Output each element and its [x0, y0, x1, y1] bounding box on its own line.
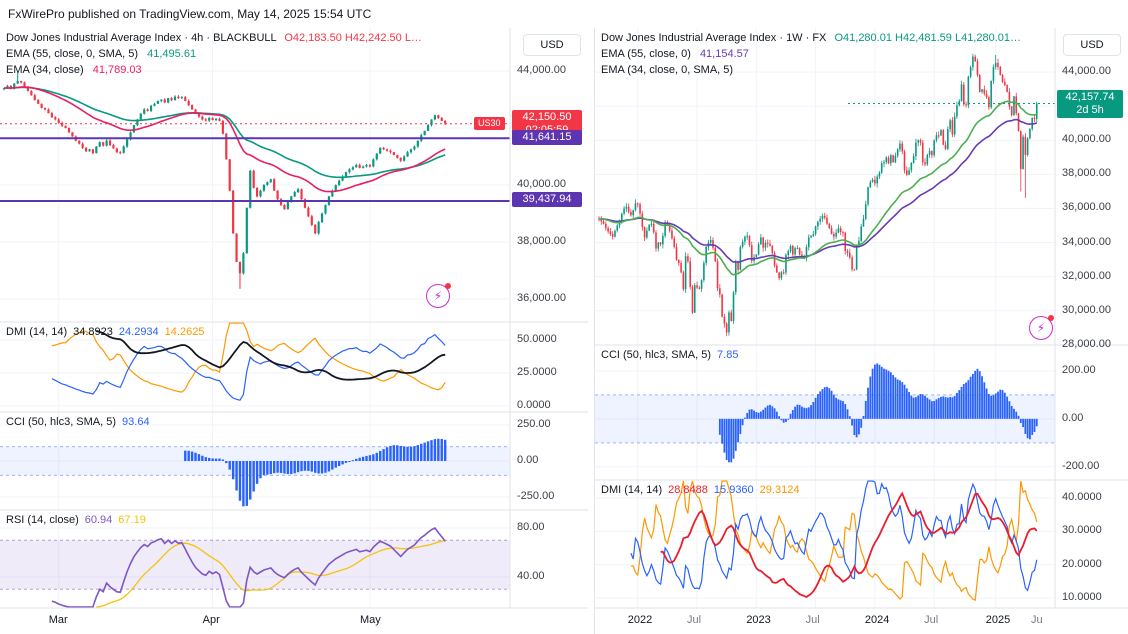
instrument-price-tag: US30 — [474, 116, 505, 130]
axis-tick-label: 0.0000 — [517, 398, 551, 411]
axis-tick-label: 40.00 — [517, 570, 545, 582]
cci-indicator-legend[interactable]: CCI (50, hlc3, SMA, 5) 93.64 — [6, 416, 156, 428]
currency-button[interactable]: USD — [523, 34, 581, 56]
axis-tick-label: 40,000.00 — [1062, 133, 1111, 146]
left-legend-ema55[interactable]: EMA (55, close, 0, SMA, 5) 41,495.61 — [6, 48, 422, 60]
time-axis-label: 2024 — [864, 614, 890, 626]
price-badge: 39,437.94 — [512, 192, 582, 208]
time-axis-label: Apr — [202, 614, 220, 626]
rsi-indicator-value: 67.19 — [118, 514, 146, 526]
rsi-indicator-value: 60.94 — [84, 514, 113, 526]
axis-tick-label: 20.0000 — [1062, 557, 1102, 570]
axis-tick-label: 44,000.00 — [1062, 65, 1111, 78]
left-chart-pane[interactable]: Dow Jones Industrial Average Index · 4h … — [0, 28, 588, 634]
left-chart-legend: Dow Jones Industrial Average Index · 4h … — [6, 32, 422, 80]
time-axis-label: Jul — [687, 614, 702, 626]
dmi-indicator-value: 15.9360 — [713, 484, 754, 496]
axis-tick-label: 36,000.00 — [1062, 201, 1111, 214]
left-ema55-value: 41,495.61 — [147, 48, 197, 60]
time-axis-label: 2025 — [985, 614, 1011, 626]
left-chart-title[interactable]: Dow Jones Industrial Average Index · 4h … — [6, 32, 277, 44]
axis-tick-label: 40.0000 — [1062, 491, 1102, 503]
axis-tick-label: 30.0000 — [1062, 524, 1102, 537]
axis-tick-label: 30,000.00 — [1062, 303, 1111, 316]
dmi-indicator-title: DMI (14, 14) — [601, 484, 663, 496]
dmi-indicator-title: DMI (14, 14) — [6, 326, 68, 338]
time-axis-label: 2022 — [627, 614, 653, 626]
axis-tick-label: 25.0000 — [517, 365, 557, 378]
axis-tick-label: 80.00 — [517, 521, 545, 533]
axis-tick-label: 50.0000 — [517, 332, 557, 345]
notification-dot — [445, 283, 451, 289]
left-time-axis[interactable] — [0, 608, 588, 634]
axis-tick-label: 200.00 — [1062, 363, 1096, 376]
cci-indicator-value: 7.85 — [717, 349, 739, 361]
cci-indicator-title: CCI (50, hlc3, SMA, 5) — [601, 349, 712, 361]
axis-tick-label: 40,000.00 — [517, 177, 566, 190]
rsi-indicator-title: RSI (14, close) — [6, 514, 79, 526]
boost-lightning-icon[interactable]: ⚡ — [1029, 315, 1054, 340]
left-ema34-label: EMA (34, close) — [6, 64, 84, 76]
lightning-bolt-icon: ⚡ — [1036, 321, 1046, 335]
left-legend-ema34[interactable]: EMA (34, close) 41,789.03 — [6, 64, 422, 76]
axis-tick-label: 34,000.00 — [1062, 235, 1111, 248]
chart-canvas[interactable] — [0, 28, 588, 634]
rsi-indicator-legend[interactable]: RSI (14, close) 60.94 67.19 — [6, 514, 152, 526]
dmi-indicator-value: 34.8923 — [73, 326, 113, 338]
axis-tick-label: 0.00 — [1062, 411, 1084, 424]
right-chart-legend: Dow Jones Industrial Average Index · 1W … — [601, 32, 1021, 80]
axis-tick-label: 28,000.00 — [1062, 337, 1111, 350]
currency-button[interactable]: USD — [1063, 34, 1121, 56]
cci-indicator-title: CCI (50, hlc3, SMA, 5) — [6, 416, 117, 428]
dmi-indicator-value: 14.2625 — [164, 326, 205, 338]
right-legend-ema34[interactable]: EMA (34, close, 0, SMA, 5) — [601, 64, 1021, 76]
right-chart-pane[interactable]: Dow Jones Industrial Average Index · 1W … — [594, 28, 1128, 634]
price-badge: 41,641.15 — [512, 129, 582, 145]
cci-indicator-value: 93.64 — [122, 416, 150, 428]
axis-tick-label: -250.00 — [517, 490, 555, 503]
attribution-bar: FxWirePro published on TradingView.com, … — [0, 0, 1128, 28]
time-axis-label: Mar — [48, 614, 68, 626]
right-chart-ohlc-values: O41,280.01 H42,481.59 L41,280.01… — [834, 32, 1022, 44]
axis-tick-label: 0.00 — [517, 454, 539, 466]
attribution-text: FxWirePro published on TradingView.com, … — [8, 7, 372, 21]
axis-tick-label: -200.00 — [1062, 459, 1100, 472]
cci-indicator-legend[interactable]: CCI (50, hlc3, SMA, 5) 7.85 — [601, 349, 744, 361]
left-ema34-value: 41,789.03 — [92, 64, 142, 76]
right-ema55-label: EMA (55, close, 0) — [601, 48, 691, 60]
time-axis-label: Jul — [924, 614, 939, 626]
axis-tick-label: 32,000.00 — [1062, 269, 1111, 282]
dmi-indicator-legend[interactable]: DMI (14, 14) 34.8923 24.2934 14.2625 — [6, 326, 210, 338]
boost-lightning-icon[interactable]: ⚡ — [426, 283, 451, 308]
dmi-indicator-value: 28.8488 — [668, 484, 708, 496]
chart-canvas[interactable] — [595, 28, 1128, 634]
time-axis-label: 2023 — [746, 614, 771, 626]
time-axis-label: Ju — [1031, 614, 1043, 626]
axis-tick-label: 36,000.00 — [517, 291, 566, 304]
axis-tick-label: 38,000.00 — [517, 234, 566, 247]
time-axis-label: May — [359, 614, 381, 626]
price-badge: 42,157.74 2d 5h — [1057, 89, 1123, 118]
dmi-indicator-legend[interactable]: DMI (14, 14) 28.8488 15.9360 29.3124 — [601, 484, 805, 496]
time-axis-label: Jul — [805, 614, 820, 626]
right-ema55-value: 41,154.57 — [699, 48, 749, 60]
axis-tick-label: 38,000.00 — [1062, 167, 1111, 180]
axis-tick-label: 250.00 — [517, 417, 551, 430]
right-time-axis[interactable] — [595, 608, 1128, 634]
right-legend-ema55[interactable]: EMA (55, close, 0) 41,154.57 — [601, 48, 1021, 60]
dmi-indicator-value: 29.3124 — [759, 484, 800, 496]
notification-dot — [1048, 315, 1054, 321]
left-chart-ohlc-values: O42,183.50 H42,242.50 L… — [284, 32, 422, 44]
right-chart-title[interactable]: Dow Jones Industrial Average Index · 1W … — [601, 32, 827, 44]
right-ema34-label: EMA (34, close, 0, SMA, 5) — [601, 64, 734, 76]
left-ema55-label: EMA (55, close, 0, SMA, 5) — [6, 48, 139, 60]
dmi-indicator-value: 24.2934 — [118, 326, 159, 338]
axis-tick-label: 10.0000 — [1062, 591, 1102, 603]
lightning-bolt-icon: ⚡ — [433, 289, 443, 303]
axis-tick-label: 44,000.00 — [517, 64, 566, 77]
